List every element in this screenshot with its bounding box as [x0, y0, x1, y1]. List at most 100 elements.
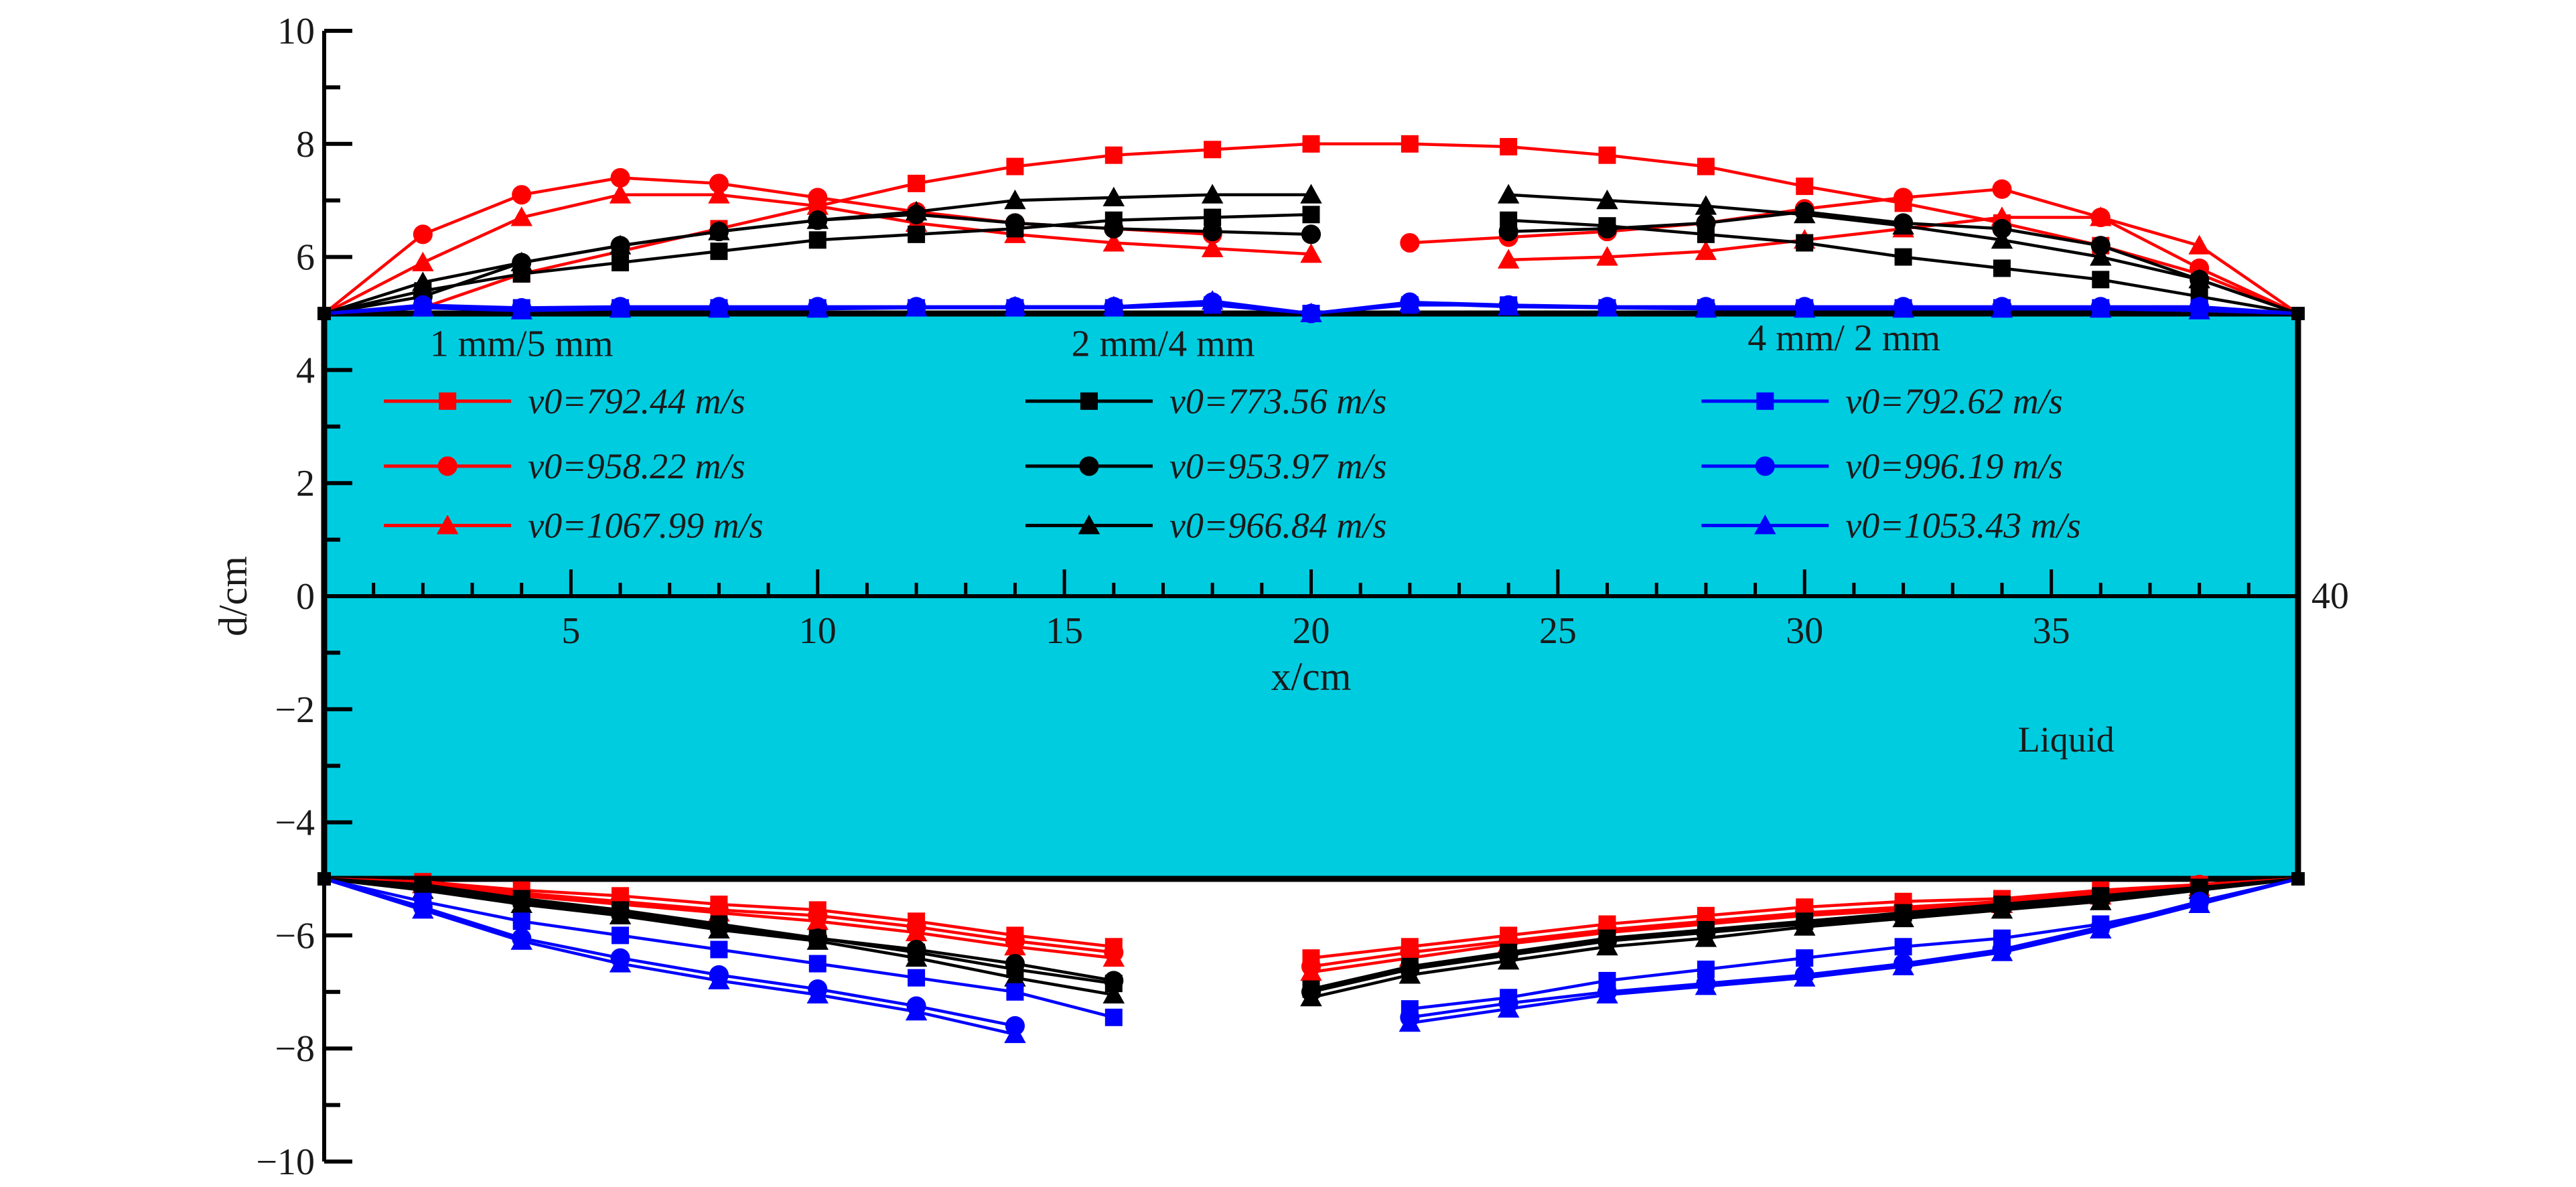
- data-point: [1400, 232, 1420, 253]
- data-point: [905, 921, 928, 942]
- data-point: [1300, 184, 1322, 204]
- data-point: [413, 224, 433, 245]
- data-point: [1794, 297, 1816, 318]
- corner-point: [317, 307, 331, 320]
- data-point: [1102, 947, 1125, 967]
- data-point: [1992, 218, 2012, 238]
- data-point: [1401, 135, 1419, 153]
- legend-label: v0=996.19 m/s: [1845, 446, 2062, 486]
- data-point: [1597, 218, 1618, 238]
- series-layer: [317, 135, 2305, 1044]
- data-point: [1202, 222, 1222, 242]
- x-tick-label: 10: [799, 610, 837, 652]
- x-axis-label: x/cm: [1271, 654, 1352, 699]
- series: [324, 290, 2299, 1044]
- data-point: [1697, 157, 1715, 176]
- legend: 1 mm/5 mm 2 mm/4 mm 4 mm/ 2 mm v0=792.44 m/…: [384, 318, 2081, 546]
- data-point: [2092, 271, 2110, 289]
- data-point: [1104, 218, 1124, 238]
- x-tick-label: 35: [2033, 610, 2070, 652]
- data-point: [1004, 936, 1026, 956]
- data-point: [1300, 961, 1322, 981]
- y-tick-label: −6: [275, 915, 315, 957]
- data-point: [1497, 997, 1520, 1018]
- data-point: [1991, 941, 2013, 961]
- y-axis-label: d/cm: [211, 556, 255, 636]
- data-point: [1695, 927, 1717, 947]
- data-point: [905, 947, 928, 967]
- data-point: [1892, 955, 1914, 975]
- data-point: [1102, 232, 1125, 252]
- data-point: [1596, 297, 1618, 317]
- data-point: [1004, 1023, 1026, 1044]
- legend-item: v0=958.22 m/s: [384, 446, 745, 486]
- data-point: [808, 955, 827, 973]
- data-point: [1300, 243, 1322, 263]
- data-point: [1695, 240, 1717, 261]
- legend-item: v0=1067.99 m/s: [384, 506, 764, 546]
- data-point: [1794, 916, 1816, 936]
- legend-label: v0=792.62 m/s: [1845, 381, 2062, 421]
- data-point: [1892, 214, 1914, 235]
- data-point: [510, 930, 532, 950]
- data-point: [1500, 138, 1518, 156]
- data-point: [1005, 954, 1025, 974]
- series-line: [1409, 877, 2299, 1020]
- data-point: [806, 983, 829, 1004]
- data-point: [905, 200, 928, 221]
- data-point: [412, 297, 434, 317]
- data-point: [512, 912, 530, 930]
- data-point: [708, 297, 730, 318]
- legend-label: v0=1053.43 m/s: [1845, 506, 2080, 546]
- legend-swatch-marker: [439, 392, 457, 410]
- data-point: [710, 242, 728, 261]
- corner-point: [2291, 872, 2305, 886]
- data-point: [908, 969, 926, 987]
- y-tick-label: −8: [275, 1028, 315, 1070]
- data-point: [1005, 213, 1025, 233]
- data-point: [1399, 964, 1421, 984]
- legend-label: v0=966.84 m/s: [1169, 506, 1386, 546]
- y-tick-label: −2: [275, 689, 315, 731]
- series-line: [324, 877, 1015, 1036]
- x-tick-label: 25: [1539, 610, 1577, 652]
- data-point: [612, 254, 630, 272]
- data-point: [1991, 297, 2013, 318]
- x-tick-label: 5: [561, 610, 580, 652]
- legend-item: v0=996.19 m/s: [1701, 446, 2063, 486]
- data-point: [1695, 195, 1717, 215]
- legend-label: v0=1067.99 m/s: [528, 506, 763, 546]
- legend-swatch-marker: [1078, 514, 1100, 535]
- data-point: [610, 167, 630, 188]
- legend-label: v0=792.44 m/s: [528, 381, 745, 421]
- legend-item: v0=953.97 m/s: [1025, 446, 1386, 486]
- data-point: [609, 953, 632, 973]
- data-point: [510, 206, 532, 226]
- data-point: [1993, 259, 2011, 277]
- y-tick-label: 4: [296, 350, 315, 391]
- data-point: [905, 1001, 928, 1021]
- data-point: [1991, 229, 2013, 249]
- data-point: [1596, 936, 1618, 956]
- y-tick-label: 6: [296, 237, 315, 279]
- data-point: [1892, 907, 1914, 928]
- legend-item: v0=792.44 m/s: [384, 381, 745, 421]
- data-point: [1596, 983, 1618, 1004]
- data-point: [1598, 146, 1616, 164]
- legend-item: v0=792.62 m/s: [1701, 381, 2063, 421]
- data-point: [1399, 1011, 1421, 1032]
- corner-point: [317, 872, 331, 886]
- data-point: [708, 220, 730, 240]
- data-point: [1201, 237, 1224, 257]
- data-point: [1894, 938, 1912, 956]
- data-point: [1302, 206, 1320, 224]
- legend-swatch-marker: [1756, 392, 1774, 410]
- data-point: [808, 231, 827, 249]
- data-point: [1004, 189, 1026, 210]
- data-point: [1201, 184, 1224, 204]
- data-point: [1104, 146, 1123, 164]
- data-point: [412, 271, 434, 291]
- data-point: [1893, 188, 1914, 208]
